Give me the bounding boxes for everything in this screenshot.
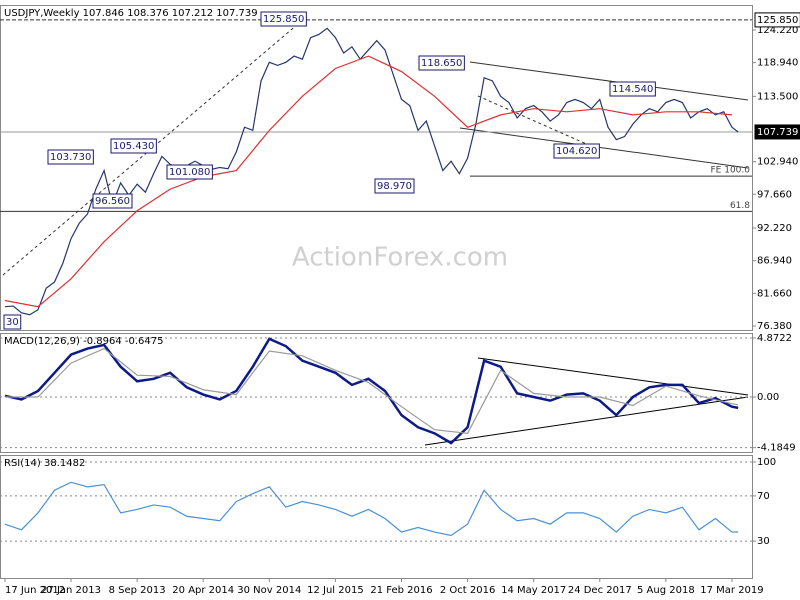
fib-level-label: FE 100.0	[711, 166, 751, 176]
price-annotation-box	[166, 164, 213, 180]
price-annotation-box	[418, 55, 465, 71]
price-annotation-text: 114.540	[612, 84, 653, 95]
series-line	[4, 481, 739, 537]
price-annotation: 96.560	[92, 193, 133, 209]
panel-title: RSI(14) 38.1482	[4, 458, 85, 469]
price-line-label-text: 107.739	[757, 127, 798, 138]
price-annotation: 30	[3, 314, 22, 330]
y-tick-label: -4.1849	[757, 443, 796, 454]
macd-triangle-lower	[424, 396, 749, 446]
y-tick-label: 113.500	[757, 91, 798, 102]
series-line	[4, 347, 739, 434]
x-tick-label: 17 Mar 2019	[700, 585, 763, 596]
y-tick-label: 30	[757, 536, 770, 547]
price-annotation: 98.970	[374, 178, 415, 194]
macd-triangle-upper	[477, 357, 749, 396]
price-annotation-text: 98.970	[377, 181, 412, 192]
x-tick-label: 12 Jul 2015	[307, 585, 364, 596]
trend-line	[477, 95, 601, 151]
price-line-label-text: 125.850	[757, 15, 798, 26]
watermark: ActionForex.com	[292, 243, 508, 273]
price-annotation-text: 125.850	[263, 14, 304, 25]
y-tick-label: 81.660	[757, 288, 792, 299]
x-tick-label: 17 Jun 2012	[5, 585, 65, 596]
x-tick-label: 21 Feb 2016	[370, 585, 432, 596]
y-tick-label: 4.8722	[757, 333, 792, 344]
channel-lower	[459, 127, 749, 169]
price-annotation-text: 96.560	[95, 196, 130, 207]
panel-title: MACD(12,26,9) -0.8964 -0.6475	[4, 336, 164, 347]
price-annotation: 118.650	[418, 55, 465, 71]
price-annotation: 114.540	[609, 81, 656, 97]
price-line-label-box	[754, 124, 800, 140]
y-tick-label: 124.220	[757, 25, 798, 36]
y-tick-label: 0.00	[757, 392, 779, 403]
price-annotation-box	[260, 11, 307, 27]
price-annotation-box	[110, 138, 157, 154]
price-annotation-box	[92, 193, 133, 209]
price-annotation: 105.430	[110, 138, 157, 154]
x-tick-label: 27 Jan 2013	[41, 585, 101, 596]
x-tick-label: 8 Sep 2013	[109, 585, 166, 596]
price-annotation-text: 104.620	[556, 146, 597, 157]
price-annotation-text: 103.730	[50, 152, 91, 163]
y-tick-label: 100	[757, 457, 776, 468]
price-annotation-text: 101.080	[169, 167, 210, 178]
panel-title: USDJPY,Weekly 107.846 108.376 107.212 10…	[4, 8, 258, 19]
price-annotation-text: 105.430	[113, 141, 154, 152]
y-tick-label: 70	[757, 491, 770, 502]
price-annotation-box	[374, 178, 415, 194]
price-annotation: 125.850	[260, 11, 307, 27]
price-annotation-box	[609, 81, 656, 97]
price-annotation-box	[553, 143, 600, 159]
y-tick-label: 76.380	[757, 321, 792, 332]
y-tick-label: 118.940	[757, 58, 798, 69]
x-tick-label: 30 Nov 2014	[237, 585, 301, 596]
price-annotation-box	[3, 314, 22, 330]
y-tick-label: 97.660	[757, 189, 792, 200]
price-annotation: 104.620	[553, 143, 600, 159]
price-line-label: 107.739	[754, 124, 800, 140]
rsi-panel	[0, 455, 753, 579]
series-line	[4, 27, 739, 316]
series-line	[4, 337, 739, 445]
price-line-label-box	[754, 12, 800, 28]
series-line	[4, 55, 733, 308]
price-annotation: 103.730	[47, 149, 94, 165]
price-line-label: 125.850	[754, 12, 800, 28]
fib-level-label: 61.8	[730, 201, 750, 211]
y-tick-label: 102.940	[757, 157, 798, 168]
x-tick-label: 14 May 2017	[501, 585, 566, 596]
x-tick-label: 2 Oct 2016	[440, 585, 495, 596]
x-tick-label: 20 Apr 2014	[172, 585, 234, 596]
price-annotation-text: 118.650	[421, 58, 462, 69]
y-tick-label: 92.220	[757, 223, 792, 234]
channel-upper	[469, 61, 749, 101]
price-annotation: 101.080	[166, 164, 213, 180]
x-tick-label: 24 Dec 2017	[568, 585, 632, 596]
price-annotation-text: 30	[6, 317, 19, 328]
x-tick-label: 5 Aug 2018	[637, 585, 695, 596]
macd-panel	[0, 333, 753, 453]
price-panel	[0, 5, 753, 331]
price-annotation-box	[47, 149, 94, 165]
y-tick-label: 86.940	[757, 256, 792, 267]
